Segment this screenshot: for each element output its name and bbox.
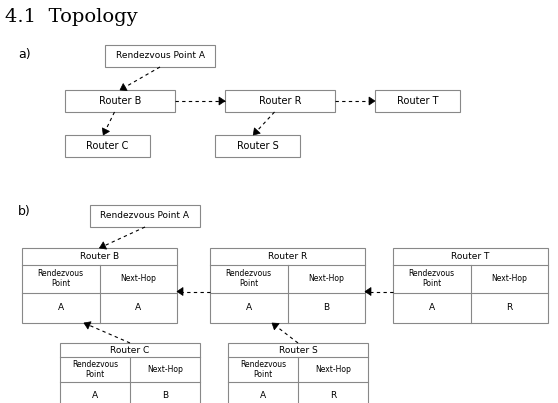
Bar bbox=[65, 90, 175, 112]
Text: Router S: Router S bbox=[237, 141, 278, 151]
Text: Router C: Router C bbox=[86, 141, 129, 151]
Text: Router B: Router B bbox=[99, 96, 141, 106]
Text: Rendezvous Point A: Rendezvous Point A bbox=[116, 52, 204, 60]
Polygon shape bbox=[120, 83, 127, 91]
Text: Next-Hop: Next-Hop bbox=[309, 274, 344, 283]
Polygon shape bbox=[219, 97, 225, 105]
Text: Rendezvous
Point: Rendezvous Point bbox=[38, 269, 84, 289]
Text: Router B: Router B bbox=[80, 252, 119, 261]
Polygon shape bbox=[102, 128, 109, 135]
Bar bbox=[210, 248, 365, 323]
Text: b): b) bbox=[18, 205, 31, 218]
Polygon shape bbox=[99, 242, 107, 249]
Text: Next-Hop: Next-Hop bbox=[491, 274, 527, 283]
Text: Rendezvous
Point: Rendezvous Point bbox=[72, 360, 118, 379]
Text: Router T: Router T bbox=[397, 96, 438, 106]
Bar bbox=[60, 343, 200, 403]
Text: Router T: Router T bbox=[451, 252, 490, 261]
Bar bbox=[105, 45, 215, 67]
Polygon shape bbox=[272, 323, 279, 330]
Text: Rendezvous
Point: Rendezvous Point bbox=[408, 269, 455, 289]
Text: R: R bbox=[506, 303, 512, 312]
Polygon shape bbox=[365, 287, 371, 295]
Text: A: A bbox=[246, 303, 252, 312]
Text: Router S: Router S bbox=[278, 346, 318, 355]
Text: Rendezvous Point A: Rendezvous Point A bbox=[100, 212, 190, 220]
Text: Router R: Router R bbox=[259, 96, 301, 106]
Bar bbox=[90, 205, 200, 227]
Text: B: B bbox=[162, 391, 168, 399]
Text: 4.1  Topology: 4.1 Topology bbox=[5, 8, 138, 26]
Text: A: A bbox=[135, 303, 141, 312]
Text: B: B bbox=[323, 303, 329, 312]
Bar bbox=[225, 90, 335, 112]
Polygon shape bbox=[177, 287, 183, 295]
Text: Rendezvous
Point: Rendezvous Point bbox=[240, 360, 286, 379]
Text: Router C: Router C bbox=[110, 346, 150, 355]
Bar bbox=[22, 248, 177, 323]
Text: Next-Hop: Next-Hop bbox=[315, 365, 351, 374]
Text: Next-Hop: Next-Hop bbox=[147, 365, 183, 374]
Text: A: A bbox=[92, 391, 98, 399]
Bar bbox=[228, 343, 368, 403]
Text: R: R bbox=[330, 391, 336, 399]
Text: Router R: Router R bbox=[268, 252, 307, 261]
Polygon shape bbox=[369, 97, 375, 105]
Bar bbox=[215, 135, 300, 157]
Polygon shape bbox=[84, 322, 91, 329]
Text: A: A bbox=[260, 391, 266, 399]
Polygon shape bbox=[253, 128, 260, 135]
Bar bbox=[393, 248, 548, 323]
Text: A: A bbox=[429, 303, 435, 312]
Text: A: A bbox=[57, 303, 64, 312]
Text: a): a) bbox=[18, 48, 31, 61]
Text: Rendezvous
Point: Rendezvous Point bbox=[225, 269, 272, 289]
Bar bbox=[65, 135, 150, 157]
Bar bbox=[375, 90, 460, 112]
Text: Next-Hop: Next-Hop bbox=[121, 274, 156, 283]
